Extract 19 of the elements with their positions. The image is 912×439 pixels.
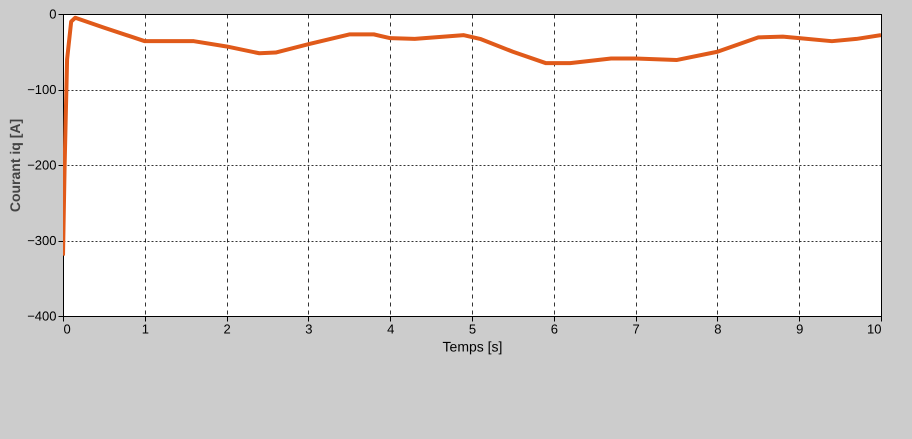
y-tick-label: −300 (27, 233, 56, 248)
x-tick-label: 7 (632, 322, 640, 336)
x-tick-label: 6 (550, 322, 558, 336)
y-tick-label: 0 (49, 6, 56, 22)
x-tick-label: 4 (387, 322, 394, 336)
x-tick-label: 8 (714, 322, 722, 336)
x-tick-label: 9 (796, 322, 804, 336)
y-tick-label: −400 (27, 308, 56, 324)
y-tick-label: −100 (27, 82, 56, 97)
x-tick-label: 3 (305, 322, 313, 336)
x-tick-label: 2 (223, 322, 231, 336)
y-tick-label: −200 (27, 158, 56, 172)
x-tick-label: 0 (64, 322, 71, 336)
x-tick-label: 1 (142, 322, 149, 336)
y-axis-title: Courant iq [A] (7, 118, 24, 212)
x-tick-label: 5 (468, 322, 476, 336)
x-tick-label: 10 (867, 322, 882, 336)
line-series (63, 16, 881, 258)
x-axis-title: Temps [s] (442, 338, 502, 354)
